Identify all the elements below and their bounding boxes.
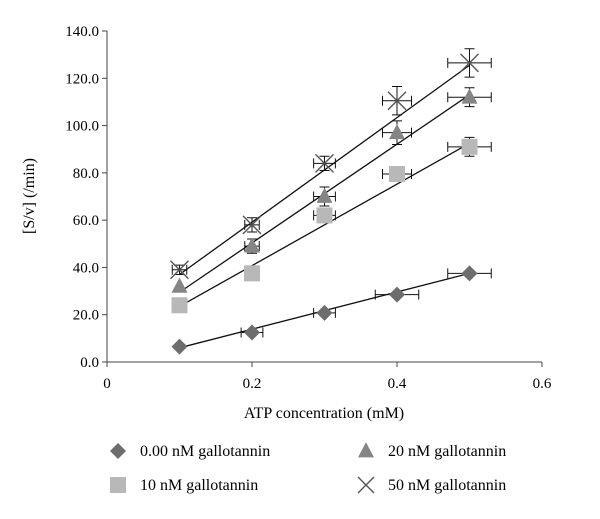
y-tick-label: 80.0	[73, 166, 99, 182]
data-point-x	[387, 91, 407, 111]
y-axis-title: [S/v] (/min)	[21, 158, 38, 234]
y-tick-label: 140.0	[65, 24, 99, 40]
data-point-triangle	[316, 187, 333, 203]
axes	[106, 31, 542, 363]
data-point-triangle	[461, 88, 478, 104]
data-point-x	[460, 53, 479, 73]
legend-marker-square	[110, 477, 126, 493]
data-point-diamond	[316, 304, 333, 321]
data-point-diamond	[244, 324, 260, 341]
x-ticks: 0 0.2 0.4 0.6	[103, 362, 552, 392]
data-point-square	[461, 138, 478, 155]
error-bars	[171, 48, 492, 338]
legend-marker-triangle	[358, 442, 374, 458]
data-point-x	[170, 260, 189, 280]
legend-label: 10 nM gallotannin	[140, 477, 258, 494]
legend-marker-diamond	[110, 443, 126, 459]
y-tick-label: 120.0	[65, 71, 99, 87]
data-points	[170, 53, 479, 355]
legend: 0.00 nM gallotannin 20 nM gallotannin 10 n…	[110, 442, 506, 494]
x-tick-label: 0	[103, 376, 111, 392]
x-axis-title: ATP concentration (mM)	[244, 405, 404, 422]
y-ticks: 0.0 20.0 40.0 60.0 80.0 100.0 120.0 140.0	[65, 24, 107, 371]
y-tick-label: 40.0	[73, 260, 99, 276]
legend-label: 0.00 nM gallotannin	[140, 443, 270, 460]
data-point-square	[244, 265, 260, 282]
data-point-square	[171, 297, 188, 314]
data-point-triangle	[171, 277, 188, 293]
legend-label: 20 nM gallotannin	[388, 443, 506, 460]
x-tick-label: 0.6	[533, 376, 552, 392]
y-tick-label: 0.0	[80, 355, 99, 371]
y-tick-label: 20.0	[73, 308, 99, 324]
fit-line-series-1	[179, 142, 470, 308]
x-tick-label: 0.2	[243, 376, 262, 392]
y-tick-label: 60.0	[73, 213, 99, 229]
legend-label: 50 nM gallotannin	[388, 477, 506, 494]
data-point-x	[242, 215, 262, 235]
data-point-x	[315, 153, 334, 173]
data-point-triangle	[244, 237, 260, 253]
data-point-triangle	[389, 123, 405, 140]
data-point-diamond	[171, 338, 188, 355]
data-point-diamond	[389, 286, 405, 303]
legend-marker-x	[357, 476, 375, 494]
x-tick-label: 0.4	[388, 376, 407, 392]
y-tick-label: 100.0	[65, 119, 99, 135]
data-point-diamond	[461, 265, 478, 282]
data-point-square	[316, 207, 333, 224]
data-point-square	[389, 166, 405, 183]
